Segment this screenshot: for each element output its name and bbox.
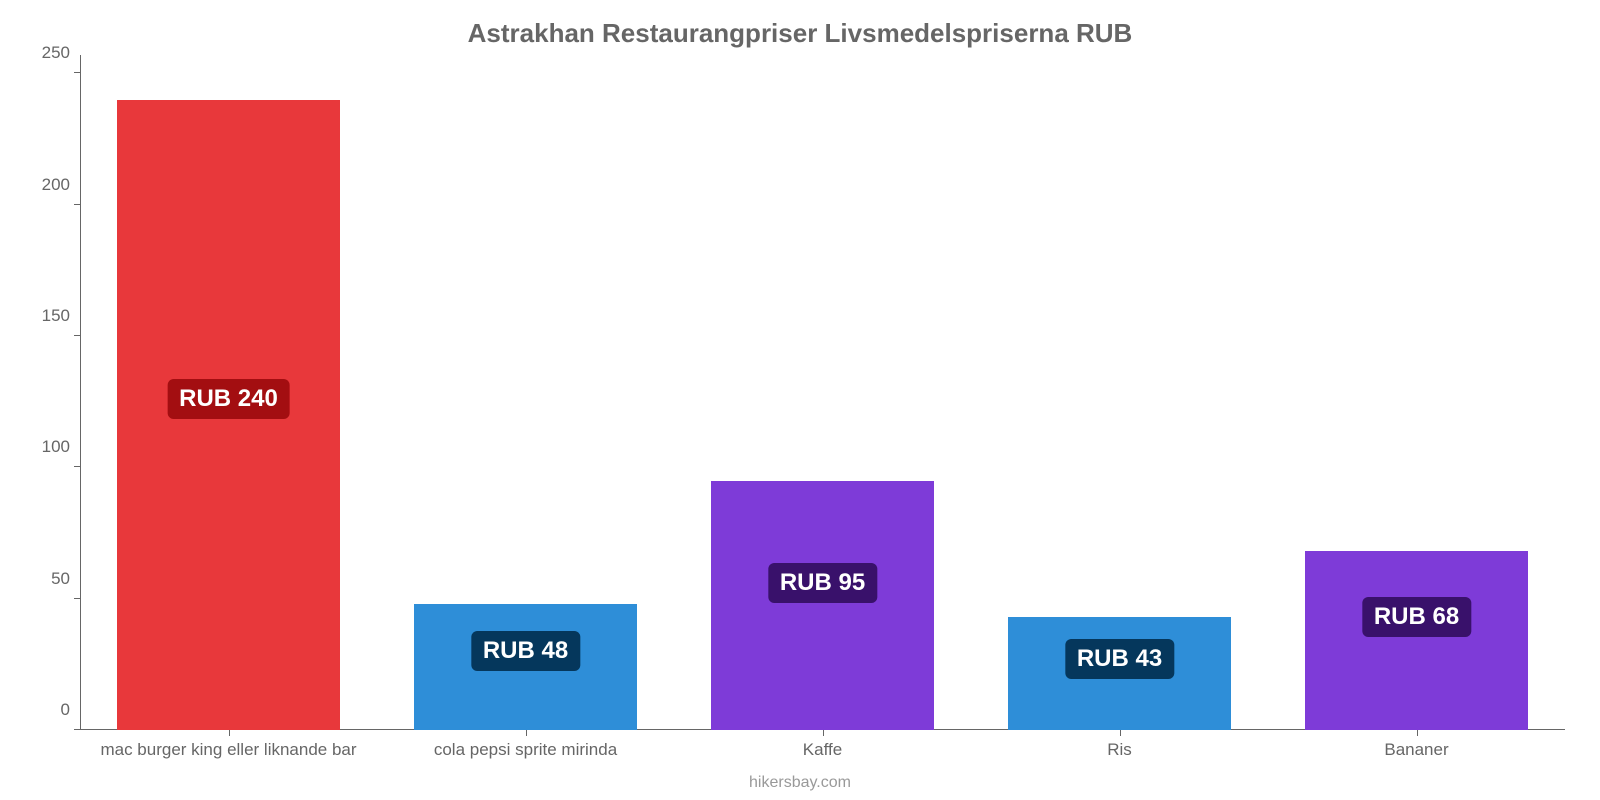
x-tick-label: Bananer [1384,730,1448,760]
y-tick-label: 200 [42,175,80,195]
value-badge: RUB 43 [1065,639,1174,679]
attribution-text: hikersbay.com [0,774,1600,792]
y-tick-label: 50 [51,569,80,589]
x-tick-label: cola pepsi sprite mirinda [434,730,617,760]
y-tick-label: 150 [42,306,80,326]
y-tick-label: 100 [42,437,80,457]
plot-area: 050100150200250 mac burger king eller li… [80,55,1565,730]
value-badge: RUB 95 [768,563,877,603]
value-badge: RUB 48 [471,631,580,671]
value-badge: RUB 240 [167,379,290,419]
bar [711,481,934,731]
x-tick-label: Kaffe [803,730,842,760]
y-tick-label: 0 [61,700,80,720]
x-tick-label: Ris [1107,730,1132,760]
y-tick-label: 250 [42,43,80,63]
x-tick-label: mac burger king eller liknande bar [100,730,356,760]
value-badge: RUB 68 [1362,597,1471,637]
bar [1305,551,1528,730]
chart-title: Astrakhan Restaurangpriser Livsmedelspri… [0,0,1600,49]
